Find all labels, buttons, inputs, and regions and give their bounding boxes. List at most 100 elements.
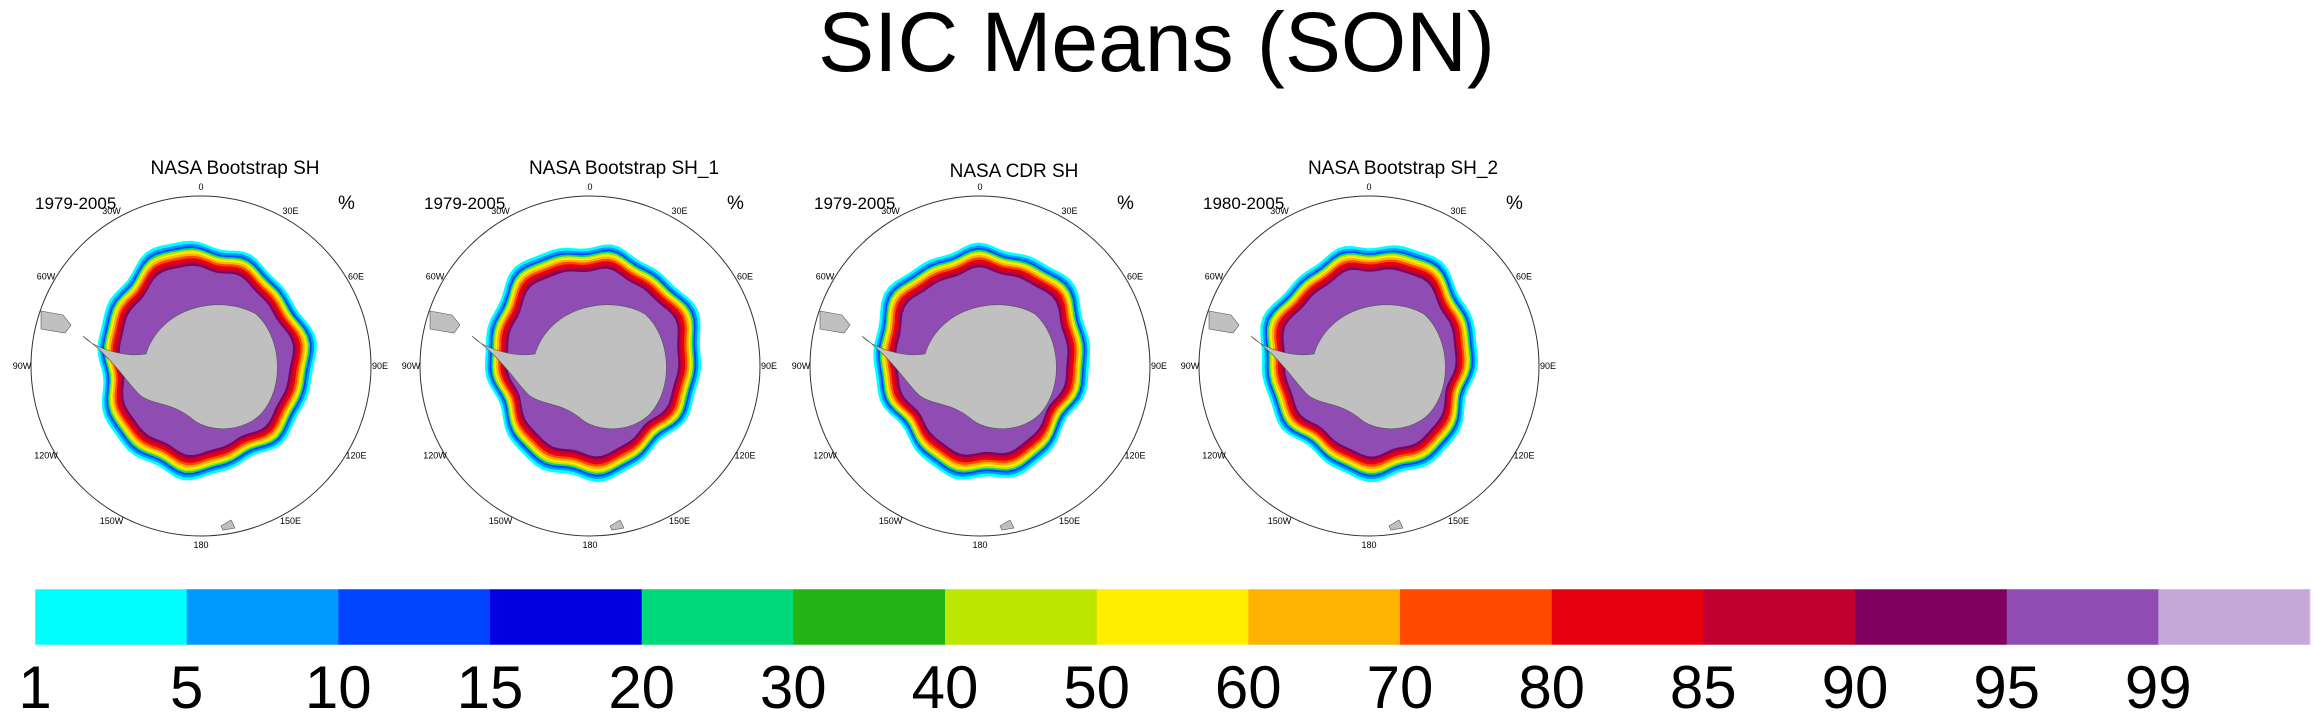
colorbar-tick-label: 20 [608,654,675,719]
colorbar-tick-label: 50 [1063,654,1130,719]
colorbar-swatch [1551,589,1704,645]
panel-unit-label: % [338,193,355,214]
longitude-label: 150W [100,516,124,526]
panel-period: 1979-2005 [35,194,117,213]
longitude-label: 90E [761,361,777,371]
longitude-label: 30E [1450,206,1466,216]
map-panels: NASA Bootstrap SH 1979-2005% 0 30E 60E 90E 120… [13,158,1556,550]
longitude-label: 150E [1059,516,1080,526]
colorbar-tick-label: 15 [457,654,524,719]
colorbar-tick-label: 90 [1822,654,1889,719]
longitude-label: 60E [737,272,753,282]
land-south-america [429,310,461,334]
longitude-label: 120W [1202,451,1226,461]
chart-title: SIC Means (SON) [818,0,1495,89]
colorbar-tick-label: 95 [1973,654,2040,719]
colorbar-tick-label: 80 [1518,654,1585,719]
continent-land [1250,304,1446,430]
colorbar-swatch [1703,589,1856,645]
longitude-label: 120E [1513,451,1534,461]
longitude-label: 150E [669,516,690,526]
colorbar-frame [34,588,2311,646]
longitude-label: 60E [1127,272,1143,282]
longitude-label: 30W [1270,206,1289,216]
panel-unit-label: % [727,193,744,214]
longitude-label: 150W [1268,516,1292,526]
colorbar-swatch [945,589,1098,645]
longitude-label: 60W [816,272,835,282]
colorbar-swatch [1096,589,1249,645]
longitude-label: 0 [977,182,982,192]
colorbar-tick-label: 60 [1215,654,1282,719]
panel-period: 1979-2005 [814,194,896,213]
longitude-label: 90W [402,361,421,371]
colorbar-swatch [338,589,491,645]
panel-period: 1980-2005 [1203,194,1285,213]
colorbar-swatch [793,589,946,645]
longitude-label: 120W [423,451,447,461]
land-south-america [819,310,851,334]
panel-unit-label: % [1506,193,1523,214]
longitude-label: 90E [1540,361,1556,371]
longitude-label: 120W [813,451,837,461]
land-island [999,519,1015,531]
colorbar-swatch [1855,589,2008,645]
longitude-label: 30E [1061,206,1077,216]
continent-land [471,304,667,430]
colorbar-swatch [1248,589,1401,645]
longitude-label: 180 [193,540,208,550]
longitude-label: 30E [671,206,687,216]
colorbar-swatch [490,589,643,645]
colorbar-tick-label: 5 [170,654,203,719]
land-south-america [40,310,72,334]
colorbar-swatch [641,589,794,645]
longitude-label: 90E [372,361,388,371]
longitude-label: 30W [881,206,900,216]
longitude-label: 0 [1366,182,1371,192]
longitude-label: 120E [1124,451,1145,461]
longitude-label: 30W [491,206,510,216]
land-island [609,519,625,531]
panel-period: 1979-2005 [424,194,506,213]
longitude-label: 60E [348,272,364,282]
longitude-label: 60W [1205,272,1224,282]
colorbar-tick-label: 99 [2125,654,2192,719]
panel-title: NASA Bootstrap SH [150,158,320,179]
land-south-america [1208,310,1240,334]
longitude-label: 120E [734,451,755,461]
longitude-label: 90W [13,361,32,371]
longitude-label: 120W [34,451,58,461]
longitude-label: 30W [102,206,121,216]
land-island [1388,519,1404,531]
colorbar-swatch [1400,589,1553,645]
longitude-label: 0 [198,182,203,192]
longitude-label: 90W [792,361,811,371]
colorbar-swatch [35,589,188,645]
colorbar-tick-label: 30 [760,654,827,719]
colorbar-tick-label: 40 [912,654,979,719]
longitude-label: 150W [879,516,903,526]
continent-land [861,304,1057,430]
longitude-label: 0 [587,182,592,192]
longitude-label: 60W [37,272,56,282]
colorbar-swatch [186,589,339,645]
colorbar-tick-label: 10 [305,654,372,719]
colorbar-tick-label: 1 [18,654,51,719]
longitude-label: 90E [1151,361,1167,371]
longitude-label: 180 [1361,540,1376,550]
colorbar-swatch [2006,589,2159,645]
longitude-label: 60E [1516,272,1532,282]
continent-land [82,304,278,430]
longitude-label: 30E [282,206,298,216]
panel-title: NASA CDR SH [949,161,1079,182]
longitude-label: 150W [489,516,513,526]
colorbar-tick-label: 85 [1670,654,1737,719]
longitude-label: 90W [1181,361,1200,371]
colorbar-tick-label: 70 [1367,654,1434,719]
panel-unit-label: % [1117,193,1134,214]
